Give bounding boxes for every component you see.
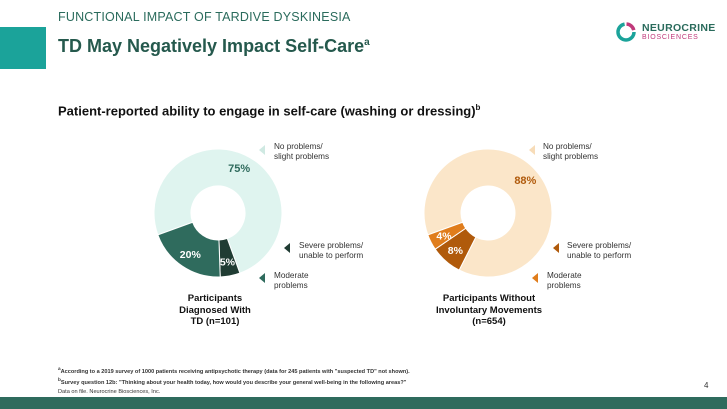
chart2-callout-arrow-3 xyxy=(532,273,538,283)
slide-kicker: FUNCTIONAL IMPACT OF TARDIVE DYSKINESIA xyxy=(58,10,351,24)
footnotes: aAccording to a 2019 survey of 1000 pati… xyxy=(58,365,410,396)
neurocrine-logo: NEUROCRINE BIOSCIENCES xyxy=(614,20,716,46)
chart2-slice-3 xyxy=(427,221,467,250)
chart1-slice-1 xyxy=(153,148,283,274)
chart2-legend-severe: Severe problems/unable to perform xyxy=(567,241,632,260)
chart1-legend-moderate: Moderate problems xyxy=(274,271,309,290)
chart-subtitle: Patient-reported ability to engage in se… xyxy=(58,103,481,119)
logo-sub: BIOSCIENCES xyxy=(642,34,699,41)
chart2-callout-arrow-1 xyxy=(529,145,535,155)
chart1-legend-severe: Severe problems/unable to perform xyxy=(299,241,364,260)
chart1-caption: Participants Diagnosed With TD (n=101) xyxy=(179,293,251,327)
logo-name: NEUROCRINE xyxy=(642,22,716,34)
chart2-value-label-3: 4% xyxy=(436,231,452,243)
title-footnote-marker: a xyxy=(364,37,370,48)
subtitle-footnote-marker: b xyxy=(475,103,481,112)
chart1-value-label-3: 20% xyxy=(180,249,202,261)
chart1-callout-arrow-3 xyxy=(259,273,265,283)
chart2-slice-1 xyxy=(423,148,553,278)
chart1-value-label-2: 5% xyxy=(220,257,236,269)
chart1-slice-3 xyxy=(157,221,221,278)
chart2-value-label-2: 8% xyxy=(448,245,464,257)
chart1-callout-arrow-2 xyxy=(284,243,290,253)
chart2-value-label-1: 88% xyxy=(514,175,536,187)
chart1-value-label-1: 75% xyxy=(228,163,250,175)
chart2-caption: Participants Without Involuntary Movement… xyxy=(435,293,543,327)
page-number: 4 xyxy=(704,381,709,390)
slide-title: TD May Negatively Impact Self-Carea xyxy=(58,36,370,56)
chart2-callout-arrow-2 xyxy=(553,243,559,253)
footnote-a: aAccording to a 2019 survey of 1000 pati… xyxy=(58,366,410,375)
footnote-b: bSurvey question 12b: "Thinking about yo… xyxy=(58,377,407,387)
footnote-source: Data on file. Neurocrine Biosciences, In… xyxy=(58,388,161,395)
logo-mark-icon xyxy=(616,22,636,42)
chart2-legend-moderate: Moderate problems xyxy=(547,271,582,290)
chart1-callout-arrow-1 xyxy=(259,145,265,155)
chart2-legend-no-problems: No problems/slight problems xyxy=(543,142,599,161)
title-accent-bar xyxy=(0,27,46,69)
chart1-legend-no-problems: No problems/slight problems xyxy=(274,142,330,161)
footer-bar xyxy=(0,397,727,409)
